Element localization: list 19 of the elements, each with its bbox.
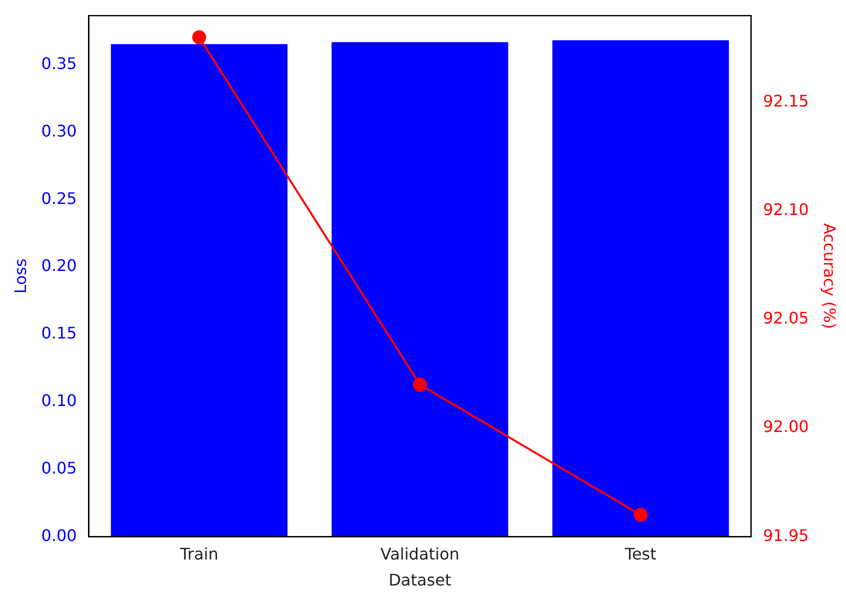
- y-tick-label: 0.25: [41, 188, 77, 208]
- y2-tick-label: 92.05: [762, 308, 809, 328]
- y-tick-label: 0.20: [41, 256, 77, 276]
- y2-tick-label: 92.15: [762, 92, 809, 111]
- y-tick-label: 0.30: [41, 121, 77, 140]
- y2-tick-label: 91.95: [762, 526, 809, 545]
- y2-tick-label: 92.00: [762, 417, 809, 436]
- y-tick-label: 0.15: [41, 324, 77, 343]
- x-tick-label: Train: [178, 544, 218, 564]
- y-tick-label: 0.00: [41, 526, 77, 545]
- y-tick-label: 0.35: [41, 54, 77, 73]
- y2-tick-label: 92.10: [762, 200, 809, 220]
- y-axis-title: Loss: [10, 258, 30, 294]
- y-tick-label: 0.10: [41, 390, 77, 410]
- y-tick-label: 0.05: [41, 458, 77, 478]
- x-tick-label: Validation: [380, 544, 460, 564]
- y2-axis-title: Accuracy (%): [820, 223, 840, 330]
- x-tick-label: Test: [624, 544, 656, 564]
- x-axis-title: Dataset: [388, 570, 452, 590]
